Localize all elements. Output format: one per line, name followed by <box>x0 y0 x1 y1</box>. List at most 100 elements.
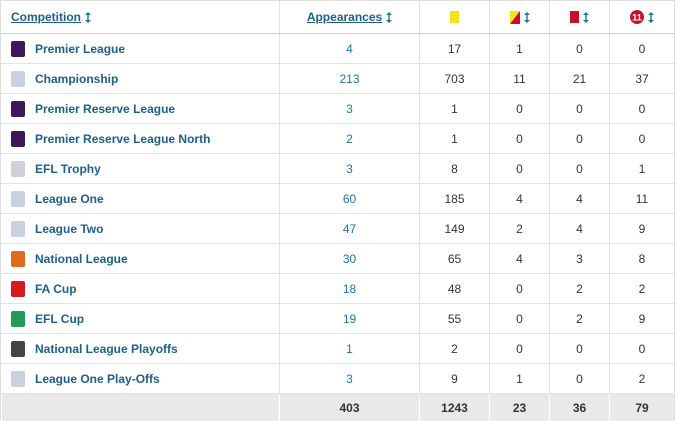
competition-logo <box>11 130 25 147</box>
stat-value: 1 <box>516 41 523 56</box>
table-cell: 60 <box>279 184 419 213</box>
table-cell: 2 <box>279 124 419 153</box>
table-cell: 36 <box>549 394 609 421</box>
competition-name[interactable]: EFL Cup <box>35 311 85 326</box>
stat-value: 4 <box>516 251 523 266</box>
competition-name[interactable]: National League <box>35 251 128 266</box>
appearances-link[interactable]: 3 <box>346 101 353 116</box>
stat-value: 703 <box>444 71 465 86</box>
stat-value: 2 <box>576 311 583 326</box>
competition-name[interactable]: EFL Trophy <box>35 161 101 176</box>
competition-name[interactable]: League One Play-Offs <box>35 371 160 386</box>
table-row: National League 30 65 4 3 8 <box>1 244 674 274</box>
appearances-link[interactable]: 1 <box>346 341 353 356</box>
table-row: FA Cup 18 48 0 2 2 <box>1 274 674 304</box>
appearances-link[interactable]: 30 <box>342 251 357 266</box>
total-value: 23 <box>512 400 527 415</box>
table-cell: 0 <box>609 34 674 63</box>
table-cell: 9 <box>609 304 674 333</box>
table-cell: 2 <box>489 214 549 243</box>
competition-logo <box>11 370 25 387</box>
competition-logo <box>11 340 25 357</box>
sort-appearances[interactable]: Appearances <box>306 10 383 24</box>
goals-icon[interactable]: 11 <box>630 10 644 24</box>
stat-value: 2 <box>516 221 523 236</box>
table-cell: 21 <box>549 64 609 93</box>
table-cell: 23 <box>489 394 549 421</box>
total-value: 36 <box>572 400 587 415</box>
appearances-link[interactable]: 3 <box>346 371 353 386</box>
table-row: National League Playoffs 1 2 0 0 0 <box>1 334 674 364</box>
table-cell: 0 <box>549 94 609 123</box>
appearances-link[interactable]: 18 <box>342 281 357 296</box>
stat-value: 2 <box>576 281 583 296</box>
table-row: Premier Reserve League 3 1 0 0 0 <box>1 94 674 124</box>
sort-icon <box>523 11 530 23</box>
table-cell: 2 <box>549 304 609 333</box>
sort-icon <box>85 11 91 23</box>
table-cell: 4 <box>489 244 549 273</box>
competition-name[interactable]: Premier Reserve League <box>35 101 176 116</box>
header-cell <box>489 1 549 33</box>
stat-value: 0 <box>638 341 646 356</box>
competition-name[interactable]: National League Playoffs <box>35 341 178 356</box>
table-cell: 19 <box>279 304 419 333</box>
stat-value: 0 <box>576 131 583 146</box>
header-row: Competition Appearances 11 <box>1 1 674 34</box>
table-cell: 0 <box>489 154 549 183</box>
stat-value: 2 <box>451 341 458 356</box>
table-row: Premier League 4 17 1 0 0 <box>1 34 674 64</box>
table-cell: 1 <box>489 364 549 393</box>
appearances-link[interactable]: 213 <box>339 71 360 86</box>
table-cell: National League <box>1 244 279 273</box>
table-cell: 403 <box>279 394 419 421</box>
red-card-icon[interactable] <box>570 11 579 23</box>
appearances-link[interactable]: 3 <box>346 161 353 176</box>
competition-logo <box>11 160 25 177</box>
appearances-link[interactable]: 60 <box>342 191 357 206</box>
table-cell: 149 <box>419 214 489 243</box>
competition-name[interactable]: Championship <box>35 71 119 86</box>
appearances-link[interactable]: 2 <box>346 131 353 146</box>
competition-logo <box>11 220 25 237</box>
second-yellow-icon[interactable] <box>509 10 520 24</box>
table-cell: 3 <box>279 154 419 183</box>
sort-icon <box>648 11 654 23</box>
competition-name[interactable]: Premier League <box>35 41 126 56</box>
table-cell: 0 <box>549 124 609 153</box>
table-cell: 2 <box>419 334 489 363</box>
appearances-link[interactable]: 47 <box>342 221 357 236</box>
competition-name[interactable]: FA Cup <box>35 281 77 296</box>
table-cell: 0 <box>489 94 549 123</box>
stat-value: 65 <box>447 251 462 266</box>
stat-value: 9 <box>638 221 646 236</box>
competition-name[interactable]: League Two <box>35 221 104 236</box>
table-cell: 2 <box>549 274 609 303</box>
table-cell: 8 <box>609 244 674 273</box>
table-cell: 4 <box>549 214 609 243</box>
competition-name[interactable]: Premier Reserve League North <box>35 131 211 146</box>
stat-value: 21 <box>572 71 587 86</box>
competition-logo <box>11 310 25 327</box>
stat-value: 2 <box>638 281 646 296</box>
stat-value: 1 <box>451 131 458 146</box>
sort-competition[interactable]: Competition <box>11 10 81 24</box>
yellow-card-icon <box>450 11 459 23</box>
sort-icon <box>386 11 393 23</box>
table-cell: EFL Trophy <box>1 154 279 183</box>
total-value: 1243 <box>441 400 468 415</box>
table-cell: 79 <box>609 394 674 421</box>
appearances-link[interactable]: 19 <box>342 311 357 326</box>
stat-value: 185 <box>444 191 465 206</box>
stat-value: 48 <box>447 281 462 296</box>
stat-value: 8 <box>638 251 646 266</box>
table-row: EFL Trophy 3 8 0 0 1 <box>1 154 674 184</box>
table-cell: 0 <box>489 274 549 303</box>
table-cell: 1 <box>419 94 489 123</box>
table-row: League One Play-Offs 3 9 1 0 2 <box>1 364 674 394</box>
table-cell: 703 <box>419 64 489 93</box>
table-cell: 3 <box>279 94 419 123</box>
competition-name[interactable]: League One <box>35 191 104 206</box>
appearances-link[interactable]: 4 <box>346 41 353 56</box>
table-row: League One 60 185 4 4 11 <box>1 184 674 214</box>
